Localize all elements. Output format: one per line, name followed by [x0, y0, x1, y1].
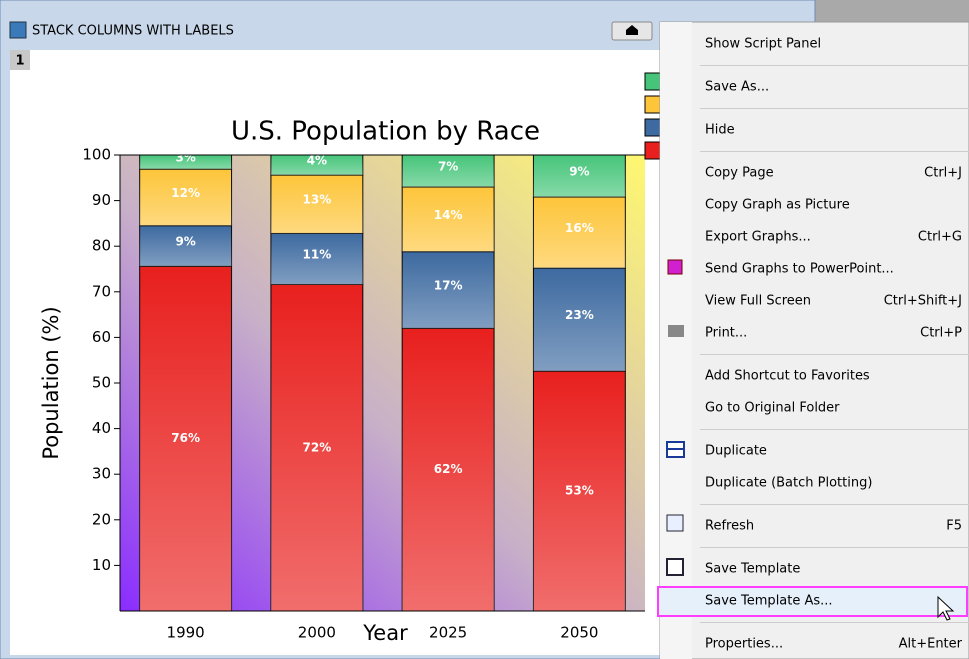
data-label: 7%: [438, 159, 458, 173]
menu-highlight: [657, 586, 968, 617]
x-tick-label: 2000: [298, 624, 336, 642]
data-label: 62%: [434, 462, 463, 476]
y-axis-label: Population (%): [39, 306, 63, 459]
menu-item-label[interactable]: Save Template: [705, 562, 800, 577]
bar-shade: [139, 155, 232, 170]
menu-shortcut: Alt+Enter: [899, 637, 963, 652]
save-template-icon: [666, 558, 684, 576]
data-label: 23%: [565, 308, 594, 322]
menu-item-label[interactable]: Save Template As...: [705, 594, 833, 609]
data-label: 13%: [303, 193, 332, 207]
menu-item-label[interactable]: Duplicate (Batch Plotting): [705, 476, 872, 491]
menu-shortcut: F5: [946, 519, 962, 534]
menu-item-label[interactable]: Print...: [705, 326, 747, 341]
bar-shade: [533, 268, 626, 372]
duplicate-icon: [666, 441, 685, 458]
bar-shade: [139, 225, 232, 267]
powerpoint-icon: [667, 259, 683, 275]
y-tick-label: 100: [82, 146, 111, 164]
menu-item-label[interactable]: View Full Screen: [705, 294, 811, 309]
bar-shade: [533, 371, 626, 611]
menu-item-label[interactable]: Send Graphs to PowerPoint...: [705, 262, 894, 277]
bar-shade: [533, 155, 626, 197]
layer-number: 1: [15, 54, 24, 69]
x-tick-label: 2025: [429, 624, 467, 642]
bar-shade: [270, 284, 363, 611]
x-tick-label: 1990: [167, 624, 205, 642]
data-label: 72%: [303, 440, 332, 454]
menu-item-label[interactable]: Hide: [705, 123, 735, 138]
y-tick-label: 70: [92, 282, 111, 300]
y-tick-label: 30: [92, 465, 111, 483]
data-label: 17%: [434, 278, 463, 292]
bar-shade: [402, 186, 495, 252]
data-label: 9%: [569, 164, 589, 178]
y-tick-label: 60: [92, 328, 111, 346]
x-axis-label: Year: [362, 621, 408, 645]
bar-shade: [270, 155, 363, 176]
bar-shade: [139, 266, 232, 611]
menu-item-label[interactable]: Duplicate: [705, 444, 767, 459]
y-tick-label: 50: [92, 374, 111, 392]
menu-shortcut: Ctrl+P: [920, 326, 962, 341]
bar-shade: [402, 328, 495, 611]
y-tick-label: 40: [92, 419, 111, 437]
y-tick-label: 10: [92, 556, 111, 574]
bar-shade: [402, 155, 495, 187]
layer-badge: [10, 50, 30, 70]
menu-shortcut: Ctrl+G: [918, 230, 962, 245]
window-icon: [9, 21, 27, 39]
menu-item-label[interactable]: Export Graphs...: [705, 230, 811, 245]
print-icon: [668, 325, 684, 337]
data-label: 16%: [565, 221, 594, 235]
menu-shortcut: Ctrl+J: [924, 166, 962, 181]
menu-item-label[interactable]: Properties...: [705, 637, 783, 652]
chart: U.S. Population by Race Year Population (%…: [39, 72, 664, 645]
home-icon: [626, 25, 638, 35]
y-tick-label: 20: [92, 510, 111, 528]
data-label: 11%: [303, 247, 332, 261]
data-label: 9%: [175, 234, 195, 248]
data-label: 76%: [171, 431, 200, 445]
menu-shortcut: Ctrl+Shift+J: [884, 294, 962, 309]
bar-shade: [139, 169, 232, 226]
mouse-cursor: [937, 595, 955, 621]
data-label: 12%: [171, 186, 200, 200]
x-tick-label: 2050: [560, 624, 598, 642]
bar-shade: [270, 233, 363, 285]
data-label: 14%: [434, 208, 463, 222]
menu-item-label[interactable]: Copy Graph as Picture: [705, 198, 850, 213]
menu-item-label[interactable]: Copy Page: [705, 166, 774, 181]
data-label: 4%: [307, 154, 327, 168]
menu-items: Show Script Panel Save As... Hide Copy Page…: [657, 37, 969, 652]
bar-shade: [270, 175, 363, 234]
menu-item-label[interactable]: Save As...: [705, 80, 769, 95]
menu-item-label[interactable]: Show Script Panel: [705, 37, 821, 52]
data-label: 3%: [175, 151, 195, 165]
y-tick-label: 80: [92, 237, 111, 255]
data-label: 53%: [565, 484, 594, 498]
bar-shade: [402, 251, 495, 329]
bar-shade: [533, 196, 626, 269]
context-menu: [659, 21, 969, 659]
window-title: STACK COLUMNS WITH LABELS: [32, 24, 234, 39]
menu-icon-column: [660, 22, 692, 659]
y-tick-label: 90: [92, 191, 111, 209]
menu-item-label[interactable]: Refresh: [705, 519, 754, 534]
refresh-icon: [666, 514, 684, 532]
chart-title: U.S. Population by Race: [231, 117, 540, 147]
menu-item-label[interactable]: Add Shortcut to Favorites: [705, 369, 870, 384]
menu-item-label: Go to Original Folder: [705, 401, 840, 416]
